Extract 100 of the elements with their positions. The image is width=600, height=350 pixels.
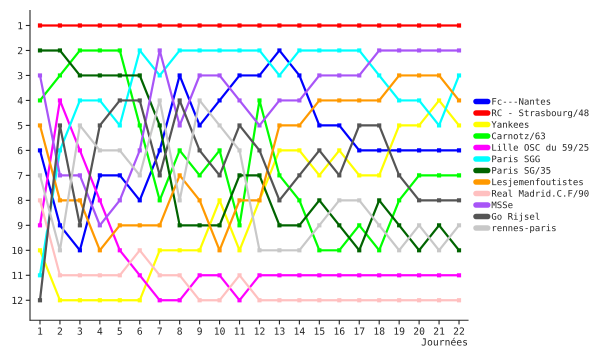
point <box>397 23 402 28</box>
x-tick-label: 17 <box>354 328 364 335</box>
point <box>277 173 282 178</box>
point <box>337 48 342 53</box>
point <box>357 223 362 228</box>
point <box>198 48 202 53</box>
point <box>138 123 142 128</box>
point <box>337 23 342 28</box>
y-tick-label: 2 <box>18 46 22 54</box>
point <box>337 223 342 228</box>
point <box>456 23 462 28</box>
point <box>217 98 222 103</box>
point <box>58 223 62 228</box>
point <box>357 73 362 78</box>
point <box>257 23 262 28</box>
point <box>78 148 82 152</box>
x-axis-title: Journées <box>422 338 468 346</box>
point <box>78 248 82 252</box>
point <box>417 273 422 278</box>
point <box>317 98 322 103</box>
y-tick-label: 8 <box>18 196 22 204</box>
point <box>337 248 342 252</box>
x-tick-label: 3 <box>78 327 82 335</box>
point <box>337 273 342 278</box>
point <box>257 148 262 152</box>
point <box>158 73 162 78</box>
point <box>178 98 182 103</box>
point <box>78 298 82 302</box>
point <box>456 198 462 202</box>
point <box>138 73 142 78</box>
point <box>436 273 442 278</box>
point <box>377 48 382 53</box>
point <box>257 123 262 128</box>
point <box>138 173 142 178</box>
point <box>217 73 222 78</box>
y-tick-label: 1 <box>18 22 22 30</box>
point <box>58 298 62 302</box>
point <box>178 23 182 28</box>
point <box>237 298 242 302</box>
point <box>198 223 202 228</box>
legend-label: Go Rijsel <box>492 212 540 222</box>
point <box>78 73 82 78</box>
legend-label: MSSe <box>492 201 513 208</box>
point <box>58 123 62 128</box>
point <box>417 173 422 178</box>
point <box>98 173 102 178</box>
point <box>436 48 442 53</box>
point <box>456 298 462 302</box>
point <box>237 223 242 228</box>
point <box>158 248 162 252</box>
point <box>118 298 122 302</box>
x-tick-label: 14 <box>294 328 305 335</box>
point <box>158 48 162 53</box>
point <box>257 48 262 53</box>
point <box>78 123 82 128</box>
point <box>138 98 142 103</box>
point <box>98 198 102 202</box>
point <box>198 73 202 78</box>
legend-label: Paris SG/35 <box>492 166 550 175</box>
point <box>237 123 242 128</box>
point <box>397 98 402 103</box>
point <box>277 223 282 228</box>
point <box>417 248 422 252</box>
point <box>397 223 402 228</box>
x-tick-label: 22 <box>454 327 464 335</box>
point <box>337 148 342 152</box>
x-tick-label: 7 <box>157 328 162 335</box>
point <box>38 73 42 78</box>
point <box>456 273 462 278</box>
point <box>317 148 322 152</box>
point <box>357 173 362 178</box>
point <box>138 298 142 302</box>
point <box>357 198 362 202</box>
point <box>397 273 402 278</box>
point <box>377 298 382 302</box>
point <box>38 123 42 128</box>
point <box>178 173 182 178</box>
x-tick-label: 6 <box>137 327 142 335</box>
point <box>317 198 322 202</box>
point <box>237 248 242 252</box>
point <box>417 98 422 103</box>
point <box>217 248 222 252</box>
y-tick-label: 10 <box>12 246 22 254</box>
x-tick-label: 4 <box>97 328 102 335</box>
x-tick-label: 21 <box>434 327 444 335</box>
point <box>436 198 442 202</box>
point <box>317 123 322 128</box>
point <box>397 48 402 53</box>
point <box>98 273 102 278</box>
point <box>337 198 342 202</box>
point <box>237 273 242 278</box>
x-tick-label: 20 <box>414 327 424 335</box>
point <box>38 273 42 278</box>
point <box>58 198 62 202</box>
point <box>38 173 42 178</box>
point <box>237 23 242 28</box>
point <box>237 48 242 53</box>
point <box>297 298 302 302</box>
x-tick-label: 8 <box>177 327 182 335</box>
point <box>456 223 462 228</box>
